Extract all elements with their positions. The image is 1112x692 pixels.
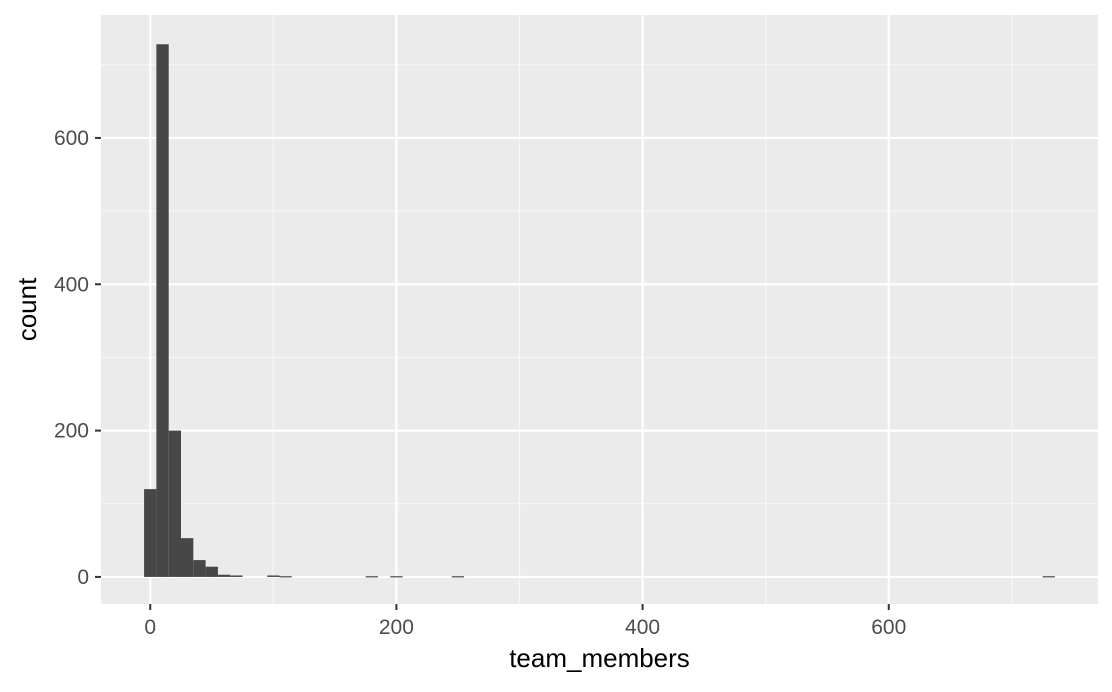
x-tick-label: 0	[144, 616, 156, 639]
y-tick-label: 400	[54, 273, 89, 296]
histogram-bar	[144, 489, 157, 577]
x-tick-label: 600	[871, 616, 906, 639]
y-tick-label: 0	[77, 566, 89, 589]
y-axis-title: count	[12, 277, 42, 341]
y-tick-label: 200	[54, 420, 89, 443]
y-axis: 0 200 400 600	[54, 127, 101, 589]
histogram-bar	[168, 430, 182, 577]
y-tick-label: 600	[54, 127, 89, 150]
plot-panel	[101, 15, 1098, 604]
histogram-bar	[365, 576, 378, 578]
histogram-bar	[193, 560, 206, 577]
major-gridlines	[101, 15, 1098, 604]
histogram-bar	[181, 538, 194, 577]
histogram-bar	[279, 576, 292, 578]
x-tick-label: 400	[625, 616, 660, 639]
x-axis: 0 200 400 600	[144, 604, 906, 639]
x-tick-label: 200	[379, 616, 414, 639]
histogram-bar	[217, 574, 231, 577]
histogram-bar	[230, 575, 243, 577]
histogram-bar	[156, 44, 169, 577]
histogram-bar	[451, 576, 465, 578]
histogram-bar	[1042, 576, 1055, 578]
x-axis-title: team_members	[509, 643, 690, 673]
histogram-bar	[390, 576, 403, 578]
histogram-bar	[205, 566, 218, 577]
histogram-bars	[144, 44, 1055, 578]
minor-gridlines	[101, 15, 1098, 604]
histogram-bar	[267, 575, 280, 577]
